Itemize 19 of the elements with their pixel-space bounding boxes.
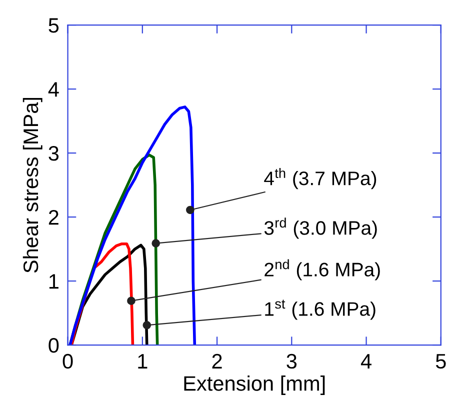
x-tick-label: 3 <box>286 354 297 369</box>
x-tick-label: 1 <box>138 354 148 368</box>
annotation: 3$^{rd}$ (3.0 MPa) <box>264 218 377 239</box>
x-tick-label: 4 <box>360 354 372 368</box>
x-tick-label: 2 <box>212 354 222 368</box>
x-axis-title: Extension [mm] <box>184 376 325 395</box>
y-tick-label: 3 <box>48 146 59 161</box>
annotation: 2$^{nd}$ (1.6 MPa) <box>264 259 380 280</box>
y-tick-label: 4 <box>48 82 59 97</box>
x-tick-label: 0 <box>62 354 73 369</box>
annotation: 1$^{st}$ (1.6 MPa) <box>265 300 376 320</box>
y-axis-title: Shear stress [MPa] <box>22 98 42 273</box>
line-series <box>68 106 196 346</box>
y-tick-label: 2 <box>48 210 58 225</box>
x-tick-label: 5 <box>436 354 446 369</box>
y-tick-label: 5 <box>48 18 59 33</box>
y-tick-label: 0 <box>48 338 59 353</box>
y-tick-label: 1 <box>49 274 58 289</box>
annotation: 4$^{th}$ (3.7 MPa) <box>264 168 376 190</box>
